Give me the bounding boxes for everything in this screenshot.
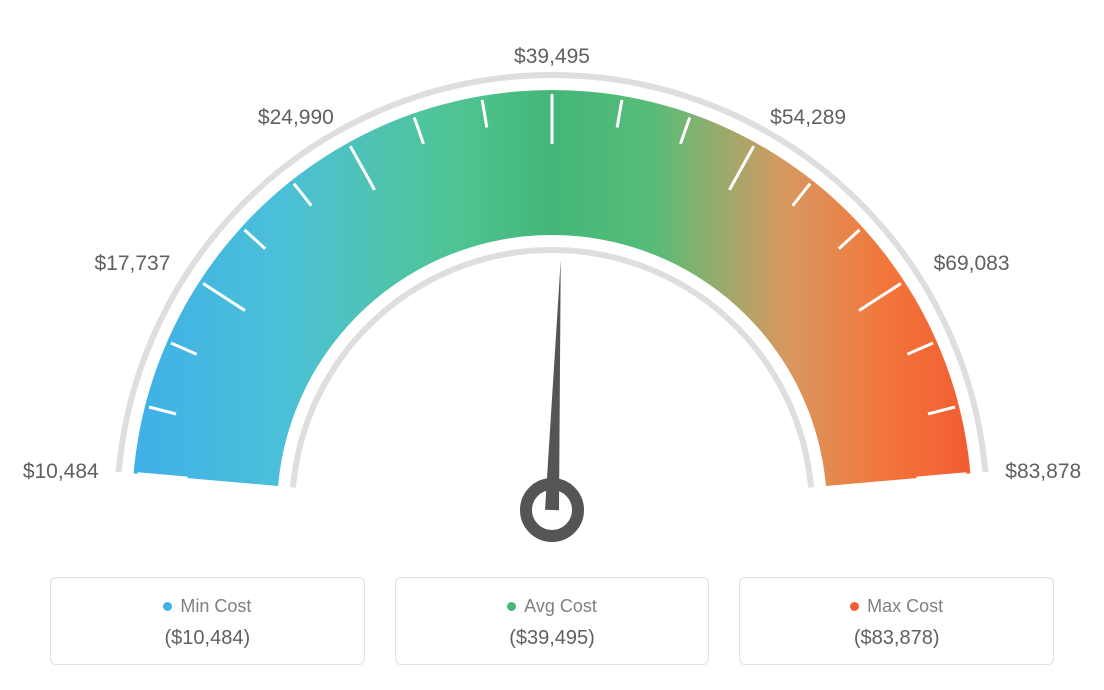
legend-title-max: Max Cost [750, 596, 1043, 617]
legend-title-avg: Avg Cost [406, 596, 699, 617]
gauge-chart-container: $10,484 $17,737 $24,990 $39,495 $54,289 $69,0… [0, 0, 1104, 690]
scale-label: $54,289 [770, 106, 846, 130]
gauge-area: $10,484 $17,737 $24,990 $39,495 $54,289 $69,0… [0, 0, 1104, 570]
scale-label: $83,878 [1005, 460, 1081, 484]
legend-card-max: Max Cost ($83,878) [739, 577, 1054, 665]
scale-label: $39,495 [512, 45, 592, 69]
legend-card-avg: Avg Cost ($39,495) [395, 577, 710, 665]
scale-label: $10,484 [23, 460, 99, 484]
gauge-svg [0, 0, 1104, 570]
legend-title-min-text: Min Cost [180, 596, 251, 617]
scale-label: $69,083 [934, 252, 1010, 276]
legend-card-min: Min Cost ($10,484) [50, 577, 365, 665]
legend-title-avg-text: Avg Cost [524, 596, 597, 617]
scale-label: $17,737 [94, 252, 170, 276]
legend-dot-min [163, 602, 172, 611]
legend-dot-avg [507, 602, 516, 611]
legend-dot-max [850, 602, 859, 611]
legend-title-min: Min Cost [61, 596, 354, 617]
legend-row: Min Cost ($10,484) Avg Cost ($39,495) Ma… [50, 577, 1054, 665]
legend-value-avg: ($39,495) [406, 627, 699, 650]
legend-value-min: ($10,484) [61, 627, 354, 650]
needle [545, 260, 561, 510]
scale-label: $24,990 [258, 106, 334, 130]
legend-title-max-text: Max Cost [867, 596, 943, 617]
legend-value-max: ($83,878) [750, 627, 1043, 650]
